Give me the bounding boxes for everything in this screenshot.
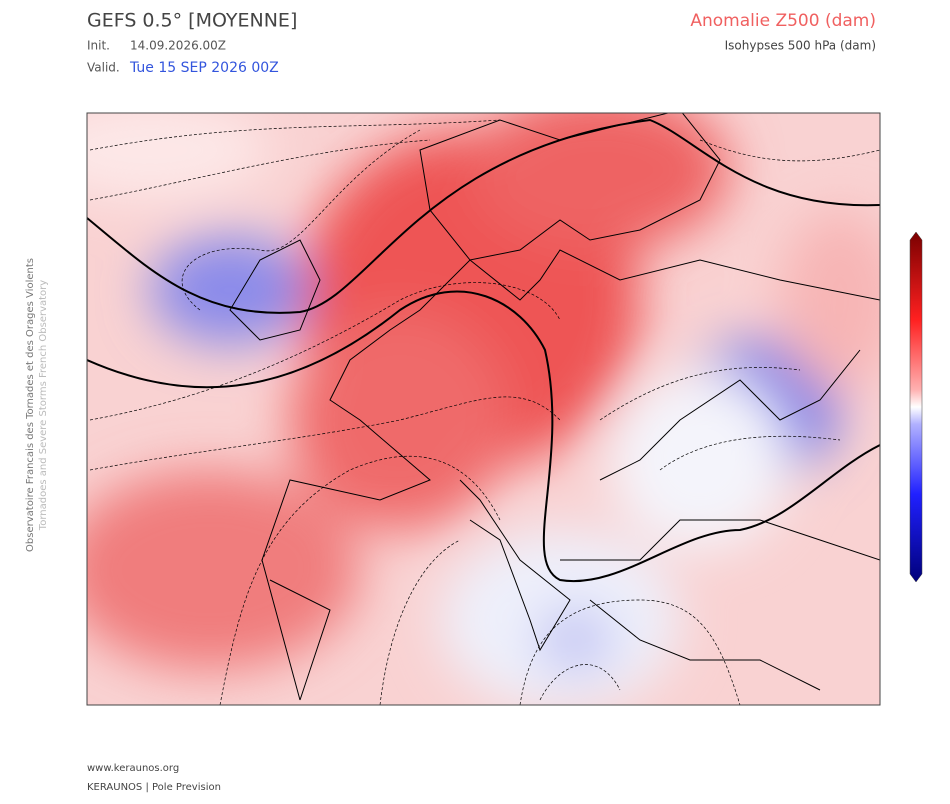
init: 14.09.2026.00Z bbox=[130, 39, 226, 53]
valid: Tue 15 SEP 2026 00Z bbox=[129, 60, 279, 76]
colorbar bbox=[909, 231, 923, 583]
footer-brand: KERAUNOS | Pole Prevision bbox=[87, 782, 221, 793]
map-frame bbox=[86, 112, 881, 706]
field-title: Anomalie Z500 (dam) bbox=[690, 11, 876, 31]
valid-label: Valid. bbox=[87, 61, 120, 75]
map bbox=[87, 113, 880, 705]
footer-url: www.keraunos.org bbox=[87, 763, 179, 774]
side-text: Observatoire Francais des Tornades et de… bbox=[25, 258, 36, 552]
side-text: Tornadoes and Severe Storms French Obser… bbox=[38, 280, 49, 531]
title: GEFS 0.5° [MOYENNE] bbox=[87, 10, 297, 32]
contour-title: Isohypses 500 hPa (dam) bbox=[725, 39, 876, 53]
init-label: Init. bbox=[87, 39, 110, 53]
